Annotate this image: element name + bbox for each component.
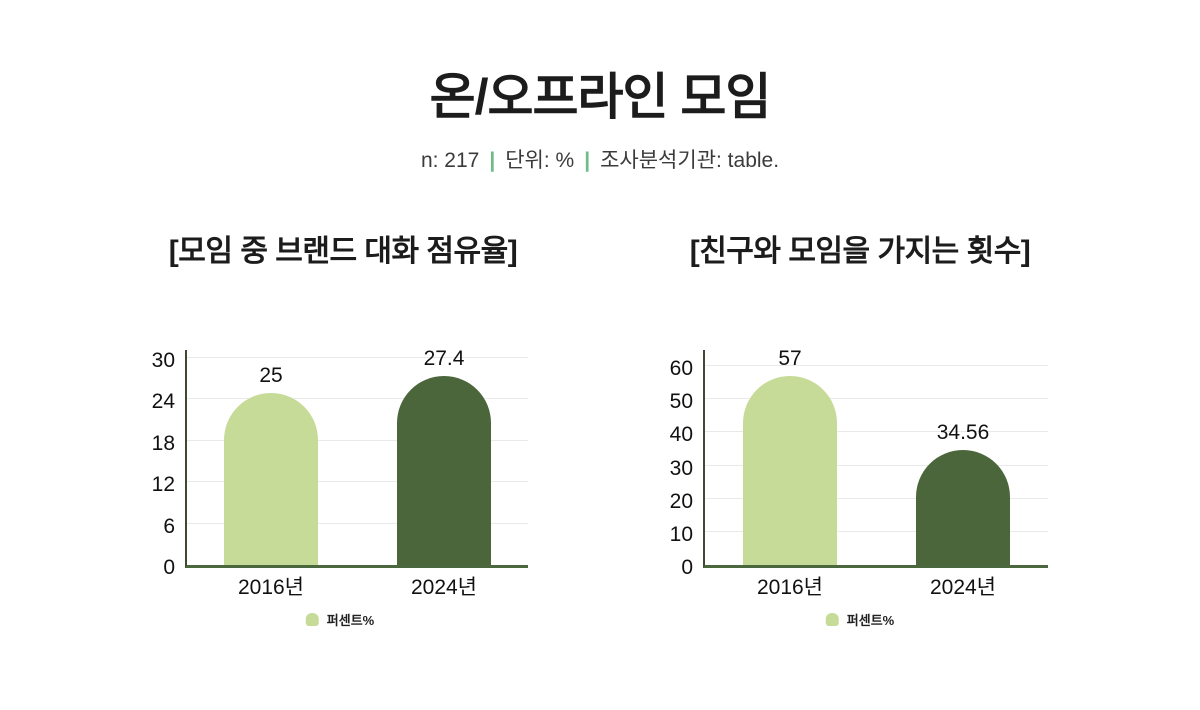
legend: 퍼센트%: [825, 610, 895, 629]
gridline: [705, 398, 1048, 400]
x-category-label: 2024년: [929, 576, 997, 599]
gridline: [705, 431, 1048, 433]
gridline: [705, 464, 1048, 466]
y-tick-label: 20: [669, 489, 693, 513]
legend-label: 퍼센트%: [326, 613, 375, 628]
y-tick-label: 0: [163, 556, 175, 579]
bar: [743, 375, 837, 565]
y-tick-label: 6: [163, 514, 175, 538]
gridline: [187, 522, 528, 524]
gridline: [187, 439, 528, 441]
y-tick-label: 30: [151, 349, 175, 372]
page-title: 온/오프라인 모임: [429, 69, 772, 125]
chart-plot-meeting-count: 퍼센트% 0 10 20 30 40 50 60 57 2016년 34.56 2024년: [670, 346, 1048, 628]
subtitle: n: 217 | 단위: % | 조사분석기관: table.: [0, 148, 1200, 174]
gridline: [705, 530, 1048, 532]
x-category-label: 2016년: [237, 576, 305, 599]
legend-marker: [305, 613, 319, 626]
subtitle-source: 조사분석기관: table.: [600, 149, 780, 172]
x-category-label: 2024년: [410, 576, 478, 599]
x-category-label: 2016년: [756, 576, 824, 599]
bar: [224, 392, 318, 565]
bar: [397, 375, 491, 565]
subtitle-sample-size: n: 217: [420, 149, 480, 172]
chart-title-meeting-count: [친구와 모임을 가지는 횟수]: [689, 235, 1031, 268]
y-tick-label: 12: [151, 473, 175, 497]
chart-plot-brand-share: 퍼센트% 0 6 12 18 24 30 25 2016년 27.4 2024년: [152, 346, 528, 628]
bar-value-label: 27.4: [423, 346, 465, 370]
gridline: [187, 357, 528, 358]
gridline: [187, 481, 528, 483]
bar-value-label: 25: [259, 363, 283, 387]
y-tick-label: 10: [669, 522, 693, 546]
y-tick-label: 50: [669, 390, 693, 414]
legend: 퍼센트%: [305, 610, 375, 629]
chart-title-brand-share: [모임 중 브랜드 대화 점유율]: [168, 235, 518, 268]
y-tick-label: 0: [681, 556, 693, 579]
bar-value-label: 57: [778, 346, 802, 370]
y-tick-label: 40: [669, 423, 693, 447]
bar: [916, 450, 1010, 565]
legend-label: 퍼센트%: [846, 613, 895, 628]
bar-value-label: 34.56: [936, 421, 990, 445]
subtitle-separator: |: [489, 149, 496, 172]
y-tick-label: 18: [151, 431, 175, 455]
subtitle-separator: |: [584, 149, 591, 172]
gridline: [705, 365, 1048, 366]
gridline: [187, 398, 528, 400]
y-tick-label: 30: [669, 456, 693, 480]
y-tick-label: 24: [151, 390, 175, 414]
subtitle-unit: 단위: %: [505, 149, 575, 172]
legend-marker: [825, 613, 839, 626]
y-tick-label: 60: [669, 357, 693, 380]
gridline: [705, 497, 1048, 499]
